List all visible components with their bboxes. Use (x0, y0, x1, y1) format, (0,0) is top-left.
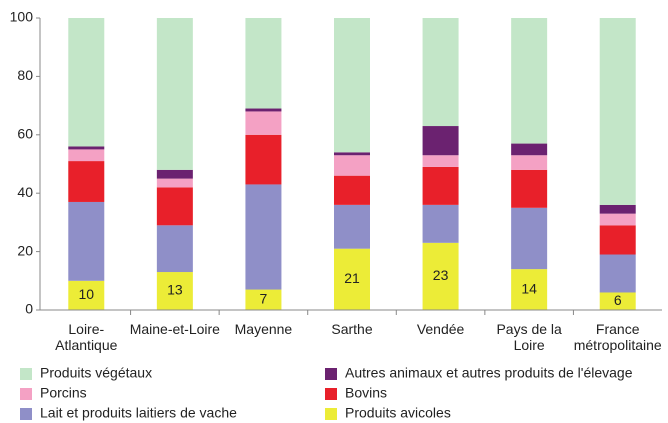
bar-segment (599, 204, 636, 214)
bar-segment (156, 225, 193, 273)
bar-segment (511, 18, 548, 144)
bar-segment (245, 289, 282, 310)
bar-segment (511, 143, 548, 156)
bar-segment (245, 184, 282, 290)
legend-label: Porcins (40, 385, 87, 401)
bar-segment (156, 178, 193, 188)
y-tick-label: 0 (25, 301, 33, 317)
bar-segment (334, 152, 370, 156)
bar-segment (334, 204, 370, 249)
data-label: 7 (260, 290, 268, 306)
x-tick-label: Loire- Atlantique (55, 321, 118, 353)
bar-segment (334, 155, 370, 176)
bar-segment (68, 146, 105, 150)
legend-label: Produits végétaux (40, 365, 152, 381)
legend-swatch (20, 408, 32, 420)
x-tick-label: Mayenne (234, 321, 293, 337)
x-tick-label: France métropolitaine (573, 321, 662, 353)
data-label: 21 (344, 270, 360, 286)
legend-swatch (20, 368, 32, 380)
y-tick-label: 100 (10, 9, 34, 25)
bar-segment (68, 18, 105, 147)
bar-segment (599, 18, 636, 205)
bar-segment (156, 187, 193, 226)
x-tick-label: Vendée (416, 321, 465, 337)
legend-label: Bovins (345, 385, 387, 401)
bar-segment (599, 213, 636, 226)
bar-segment (511, 169, 548, 208)
bar-segment (422, 242, 459, 310)
y-tick-label: 20 (17, 242, 33, 258)
bar-segment (245, 111, 282, 135)
bar-segment (156, 169, 193, 179)
bar-segment (156, 272, 193, 310)
x-tick-label: Sarthe (331, 321, 373, 337)
bar-segment (599, 292, 636, 310)
data-label: 23 (433, 267, 449, 283)
bar-segment (599, 254, 636, 293)
bar-segment (68, 161, 105, 202)
bar-segment (422, 18, 459, 127)
y-tick-label: 40 (17, 184, 33, 200)
bar-segment (511, 155, 548, 170)
legend-swatch (20, 388, 32, 400)
bar-segment (422, 126, 459, 156)
bar-segment (599, 225, 636, 255)
x-tick-label: Maine-et-Loire (129, 321, 220, 337)
bar-segment (334, 18, 370, 153)
bar-segment (334, 248, 370, 310)
bar-segment (422, 204, 459, 243)
legend-swatch (325, 408, 337, 420)
data-label: 13 (167, 282, 183, 298)
bar-segment (511, 269, 548, 310)
x-tick-label: Pays de la Loire (496, 321, 562, 353)
bar-segment (156, 18, 193, 170)
bar-segment (68, 149, 105, 162)
bar-segment (422, 155, 459, 167)
y-tick-label: 80 (17, 67, 33, 83)
bar-segment (245, 108, 282, 112)
bar-segment (245, 134, 282, 185)
bar-segment (334, 175, 370, 205)
bar-segment (68, 201, 105, 281)
bar-segment (68, 280, 105, 310)
bar-segment (422, 166, 459, 205)
legend-swatch (325, 388, 337, 400)
legend-label: Autres animaux et autres produits de l'é… (345, 365, 633, 381)
legend-label: Produits avicoles (345, 405, 451, 421)
legend-swatch (325, 368, 337, 380)
bar-segment (245, 18, 282, 109)
legend-label: Lait et produits laitiers de vache (40, 405, 237, 421)
data-label: 10 (78, 286, 94, 302)
y-tick-label: 60 (17, 126, 33, 142)
bar-segment (511, 207, 548, 270)
data-label: 14 (521, 280, 537, 296)
data-label: 6 (614, 292, 622, 308)
